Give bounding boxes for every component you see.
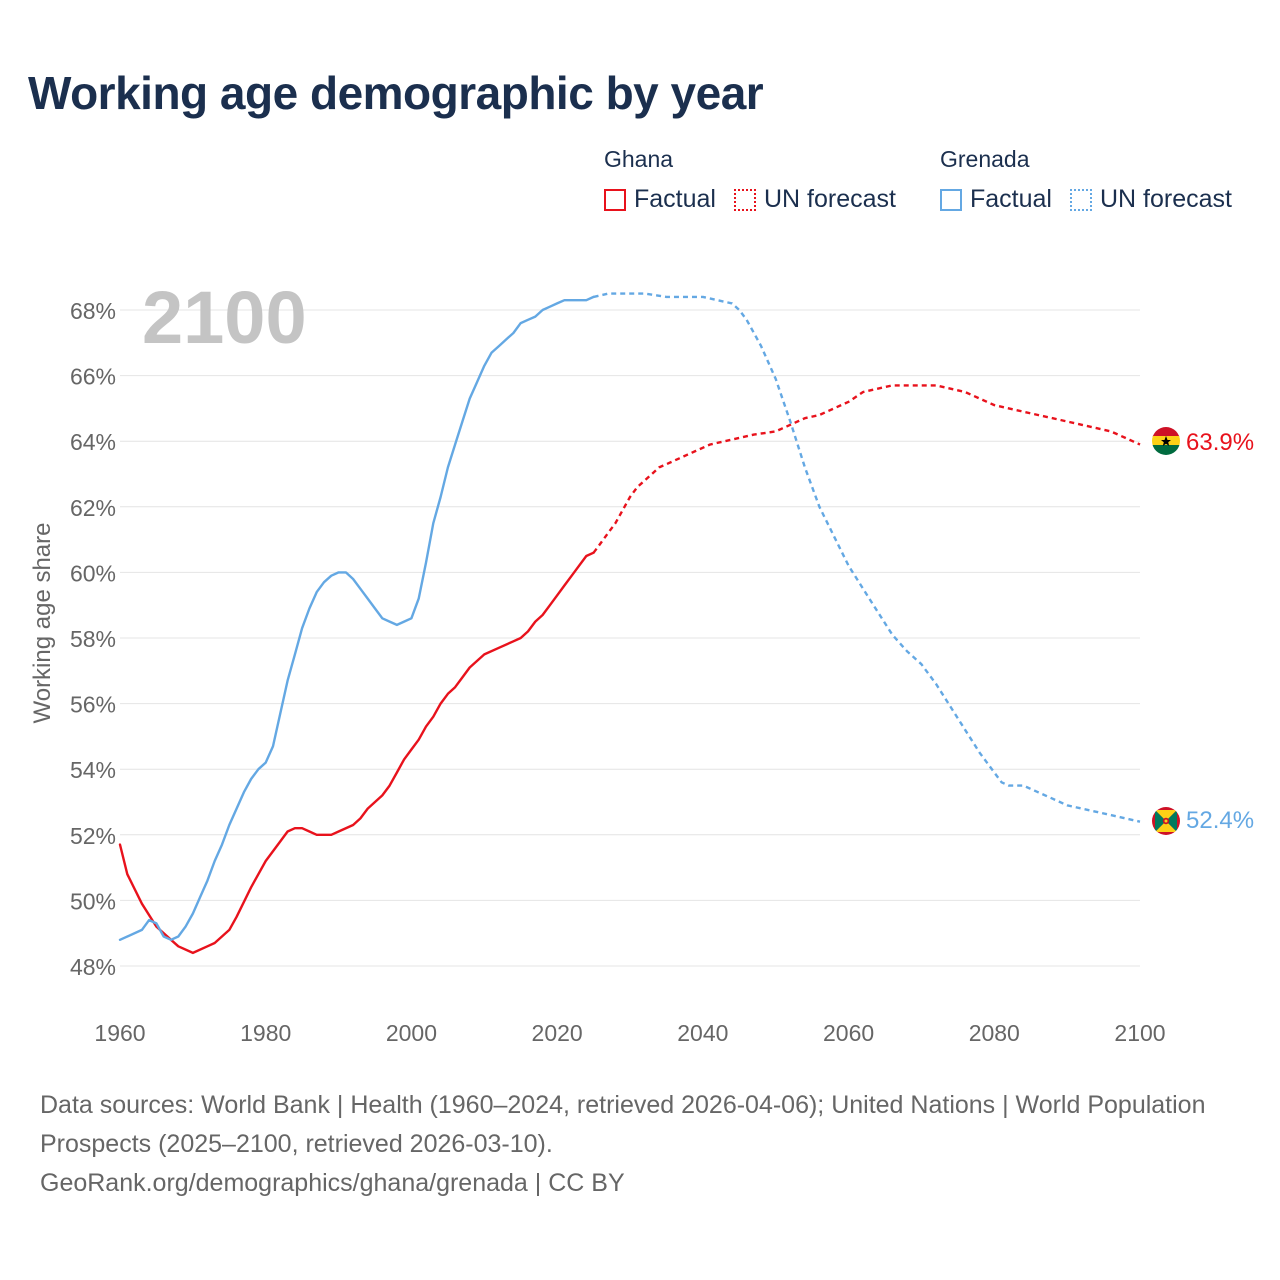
y-tick-label: 60% bbox=[70, 560, 116, 586]
grid-lines bbox=[120, 309, 1140, 967]
x-tick-label: 2020 bbox=[532, 1020, 583, 1046]
y-tick-label: 54% bbox=[70, 757, 116, 783]
x-tick-label: 2040 bbox=[677, 1020, 728, 1046]
y-tick-label: 58% bbox=[70, 626, 116, 652]
y-tick-label: 56% bbox=[70, 692, 116, 718]
y-tick-label: 66% bbox=[70, 364, 116, 390]
legend-grenada-forecast-label: UN forecast bbox=[1099, 185, 1232, 213]
legend-grenada-factual-swatch bbox=[940, 188, 962, 211]
ghana-end-value-label: 63.9% bbox=[1186, 429, 1254, 456]
y-axis-label: Working age share bbox=[29, 523, 56, 724]
legend-ghana-country: Ghana bbox=[604, 146, 674, 172]
grenada-forecast-line bbox=[593, 292, 1141, 823]
legend-ghana: Ghana Factual UN forecast bbox=[604, 146, 914, 214]
credit-link[interactable]: GeoRank.org/demographics/ghana/grenada |… bbox=[40, 1169, 625, 1197]
series-lines bbox=[118, 292, 1141, 955]
legend-grenada-factual[interactable]: Factual bbox=[940, 185, 1052, 214]
y-tick-label: 48% bbox=[70, 954, 116, 980]
legend-grenada-forecast-swatch bbox=[1069, 188, 1092, 211]
year-watermark: 2100 bbox=[142, 276, 307, 359]
legend-ghana-forecast[interactable]: UN forecast bbox=[733, 185, 896, 214]
grenada-end-value-label: 52.4% bbox=[1186, 807, 1254, 834]
y-tick-label: 64% bbox=[70, 429, 116, 455]
x-tick-label: 1960 bbox=[94, 1020, 145, 1046]
x-tick-label: 2100 bbox=[1114, 1020, 1165, 1046]
y-tick-label: 50% bbox=[70, 888, 116, 914]
legend-grenada: Grenada Factual UN forecast bbox=[940, 146, 1250, 214]
ghana-factual-line bbox=[118, 551, 595, 955]
x-axis-ticks: 1960 1980 2000 2020 2040 2060 2080 2100 bbox=[94, 1020, 1165, 1046]
chart-title: Working age demographic by year bbox=[28, 67, 764, 119]
x-tick-label: 2080 bbox=[969, 1020, 1020, 1046]
footer: Data sources: World Bank | Health (1960–… bbox=[40, 1086, 1240, 1203]
grenada-flag-icon bbox=[1152, 807, 1180, 835]
legend-ghana-forecast-swatch bbox=[733, 188, 756, 211]
y-tick-label: 52% bbox=[70, 823, 116, 849]
y-tick-label: 68% bbox=[70, 298, 116, 324]
line-chart: 48%50%52%54%56%58%60%62%64%66%68% 1960 19… bbox=[29, 276, 1254, 1046]
x-tick-label: 2060 bbox=[823, 1020, 874, 1046]
data-sources-text: Data sources: World Bank | Health (1960–… bbox=[40, 1091, 1206, 1158]
x-tick-label: 2000 bbox=[386, 1020, 437, 1046]
legend-grenada-factual-label: Factual bbox=[970, 185, 1052, 213]
grenada-factual-line bbox=[118, 295, 595, 941]
legend-grenada-forecast[interactable]: UN forecast bbox=[1069, 185, 1232, 214]
legend-ghana-factual-label: Factual bbox=[634, 185, 716, 213]
ghana-forecast-line bbox=[592, 384, 1141, 554]
x-tick-label: 1980 bbox=[240, 1020, 291, 1046]
legend-ghana-factual-swatch bbox=[604, 188, 626, 211]
legend-ghana-forecast-label: UN forecast bbox=[763, 185, 896, 213]
legend-ghana-factual[interactable]: Factual bbox=[604, 185, 716, 214]
y-tick-label: 62% bbox=[70, 495, 116, 521]
y-axis-ticks: 48% 50% 52% 54% 56% 58% 60% 62% 64% 66% 68% bbox=[70, 298, 116, 980]
ghana-flag-icon bbox=[1152, 427, 1180, 455]
legend-grenada-country: Grenada bbox=[940, 146, 1030, 172]
